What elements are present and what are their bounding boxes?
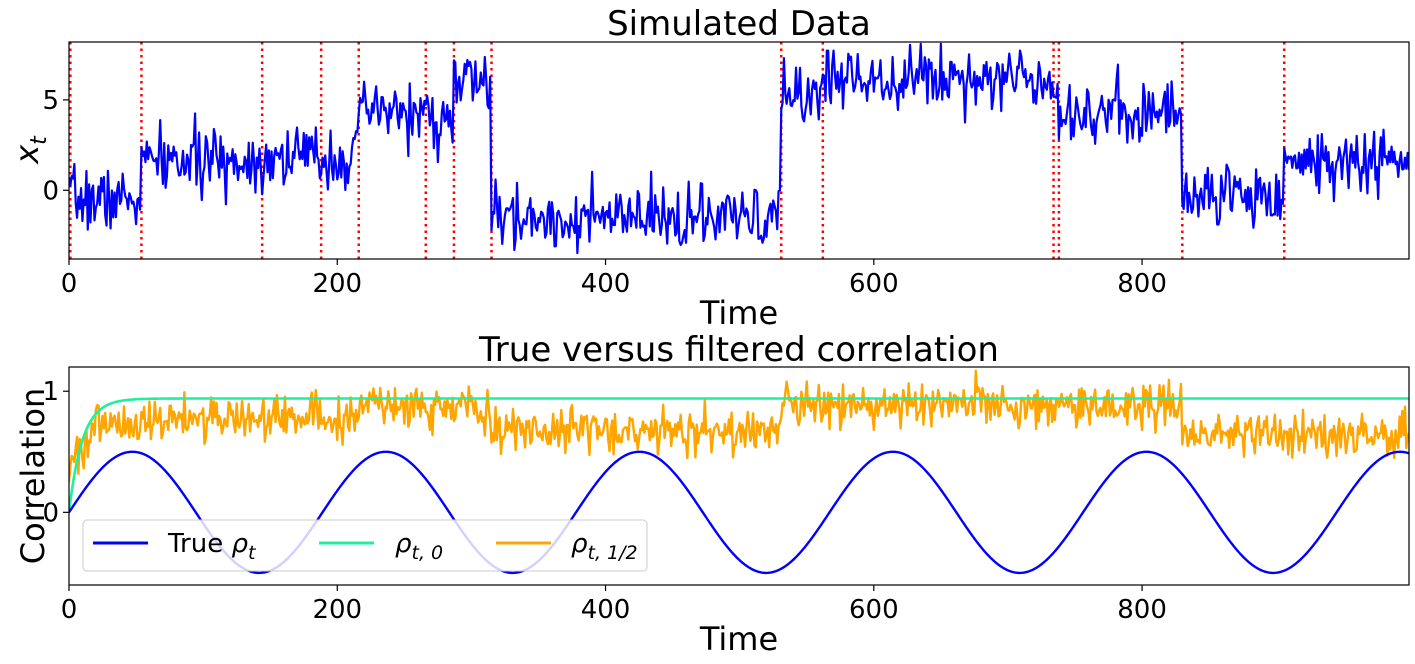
legend-rhohalf-sub: t, 1/2 <box>588 542 638 564</box>
legend-label-rho-t-half: ρt, 1/2 <box>571 529 638 564</box>
top-series-group <box>69 42 1409 255</box>
top-y-axis-label: xt <box>8 135 52 165</box>
bottom-y-axis: 01 <box>42 377 69 528</box>
bottom-x-tick-label: 200 <box>312 595 362 625</box>
legend-true-main: ρ <box>232 529 249 559</box>
bottom-x-tick-label: 400 <box>581 595 631 625</box>
legend-label-true-rho: True ρt <box>167 529 257 564</box>
top-y-label-main: x <box>8 144 46 165</box>
top-x-tick-label: 400 <box>581 269 631 299</box>
top-chart-title: Simulated Data <box>607 4 871 44</box>
top-x-tick-label: 600 <box>849 269 899 299</box>
bottom-x-tick-label: 600 <box>849 595 899 625</box>
series-line-x-t <box>69 42 1409 255</box>
legend-rho0-sub: t, 0 <box>412 542 444 564</box>
series-line-rho-t-half <box>69 369 1409 483</box>
legend-true-prefix: True <box>167 529 232 559</box>
top-chart: Simulated Data 0 200 400 600 800 05 Time xt <box>8 4 1410 332</box>
series-line-rho-t-0 <box>69 397 1409 513</box>
legend-rho0-main: ρ <box>395 529 412 559</box>
bottom-x-axis: 0 200 400 600 800 <box>61 585 1167 625</box>
bottom-y-axis-label: Correlation <box>14 388 52 564</box>
top-y-label-sub: t <box>27 135 52 145</box>
bottom-x-tick-label: 800 <box>1117 595 1167 625</box>
top-plot-frame <box>68 41 1410 260</box>
legend-box <box>82 519 648 572</box>
legend-label-rho-t-0: ρt, 0 <box>395 529 443 564</box>
bottom-x-tick-label: 0 <box>61 595 78 625</box>
top-x-tick-label: 200 <box>312 269 362 299</box>
bottom-x-axis-label: Time <box>699 620 778 658</box>
top-y-tick-label: 0 <box>42 176 59 206</box>
top-x-tick-label: 0 <box>61 269 78 299</box>
top-x-axis: 0 200 400 600 800 <box>61 259 1167 299</box>
bottom-chart-title: True versus filtered correlation <box>478 330 999 370</box>
bottom-chart: True versus filtered correlation 0 200 400… <box>14 330 1410 658</box>
legend: True ρt ρt, 0 ρt, 1/2 <box>82 519 648 572</box>
legend-true-sub: t <box>248 542 257 564</box>
bottom-y-tick-label: 0 <box>42 498 59 528</box>
top-x-tick-label: 800 <box>1117 269 1167 299</box>
bottom-y-tick-label: 1 <box>42 377 59 407</box>
legend-rhohalf-main: ρ <box>571 529 588 559</box>
top-x-axis-label: Time <box>699 294 778 332</box>
top-y-axis: 05 <box>42 86 69 206</box>
top-y-tick-label: 5 <box>42 86 59 116</box>
bottom-plot-frame <box>68 366 1410 586</box>
